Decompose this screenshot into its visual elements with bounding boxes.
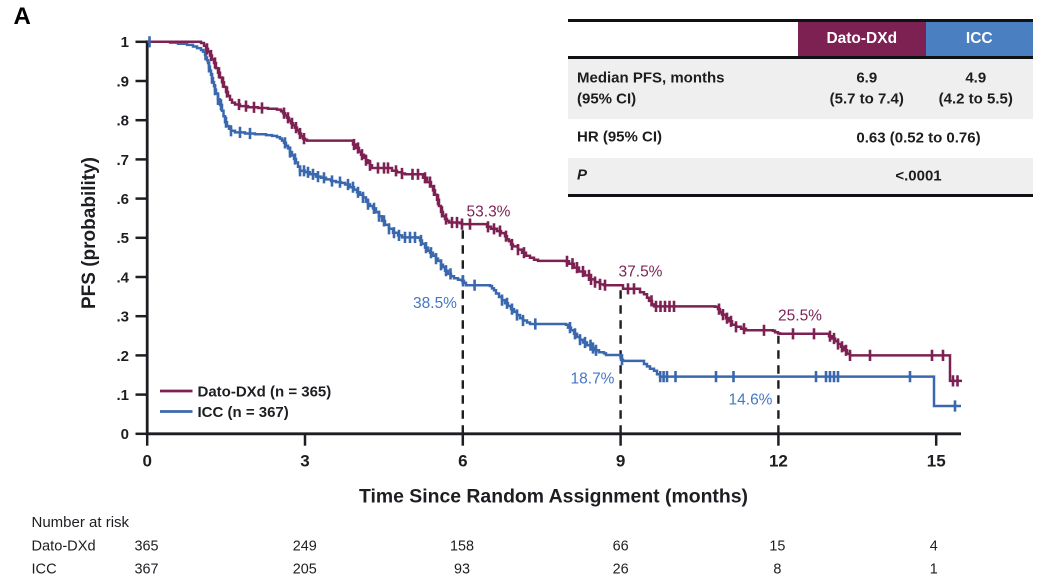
svg-text:15: 15 — [769, 539, 785, 555]
svg-text:93: 93 — [454, 561, 470, 577]
svg-text:8: 8 — [773, 561, 781, 577]
svg-text:249: 249 — [293, 539, 317, 555]
svg-text:.4: .4 — [116, 269, 129, 286]
svg-text:6: 6 — [458, 452, 467, 471]
svg-text:PFS (probability): PFS (probability) — [79, 157, 100, 309]
svg-text:66: 66 — [613, 539, 629, 555]
svg-text:Number at risk: Number at risk — [32, 514, 130, 531]
svg-text:1: 1 — [121, 34, 129, 51]
svg-text:.9: .9 — [116, 73, 129, 90]
svg-text:.5: .5 — [116, 230, 129, 247]
svg-text:38.5%: 38.5% — [413, 295, 457, 312]
svg-text:53.3%: 53.3% — [467, 204, 511, 221]
svg-text:18.7%: 18.7% — [571, 371, 615, 388]
svg-text:12: 12 — [769, 452, 788, 471]
svg-text:.7: .7 — [116, 152, 129, 169]
svg-text:367: 367 — [134, 561, 158, 577]
svg-text:15: 15 — [927, 452, 946, 471]
svg-text:0: 0 — [121, 426, 129, 443]
svg-text:9: 9 — [616, 452, 625, 471]
svg-text:1: 1 — [930, 561, 938, 577]
svg-text:205: 205 — [293, 561, 317, 577]
svg-text:.8: .8 — [116, 113, 129, 130]
svg-text:158: 158 — [450, 539, 474, 555]
svg-text:.3: .3 — [116, 309, 129, 326]
svg-text:.1: .1 — [116, 387, 129, 404]
svg-text:ICC: ICC — [32, 561, 57, 577]
svg-text:Dato-DXd (n = 365): Dato-DXd (n = 365) — [198, 384, 332, 401]
svg-text:3: 3 — [300, 452, 309, 471]
svg-text:25.5%: 25.5% — [778, 308, 822, 325]
svg-text:Time Since Random Assignment (: Time Since Random Assignment (months) — [359, 486, 748, 508]
svg-text:Dato-DXd: Dato-DXd — [32, 539, 96, 555]
svg-text:.2: .2 — [116, 348, 129, 365]
svg-text:A: A — [14, 3, 31, 30]
svg-text:14.6%: 14.6% — [729, 392, 773, 409]
svg-text:4: 4 — [930, 539, 938, 555]
svg-text:ICC (n = 367): ICC (n = 367) — [198, 404, 289, 421]
svg-text:.6: .6 — [116, 191, 129, 208]
svg-text:37.5%: 37.5% — [619, 264, 663, 281]
svg-text:365: 365 — [134, 539, 158, 555]
svg-text:0: 0 — [142, 452, 151, 471]
svg-text:26: 26 — [613, 561, 629, 577]
